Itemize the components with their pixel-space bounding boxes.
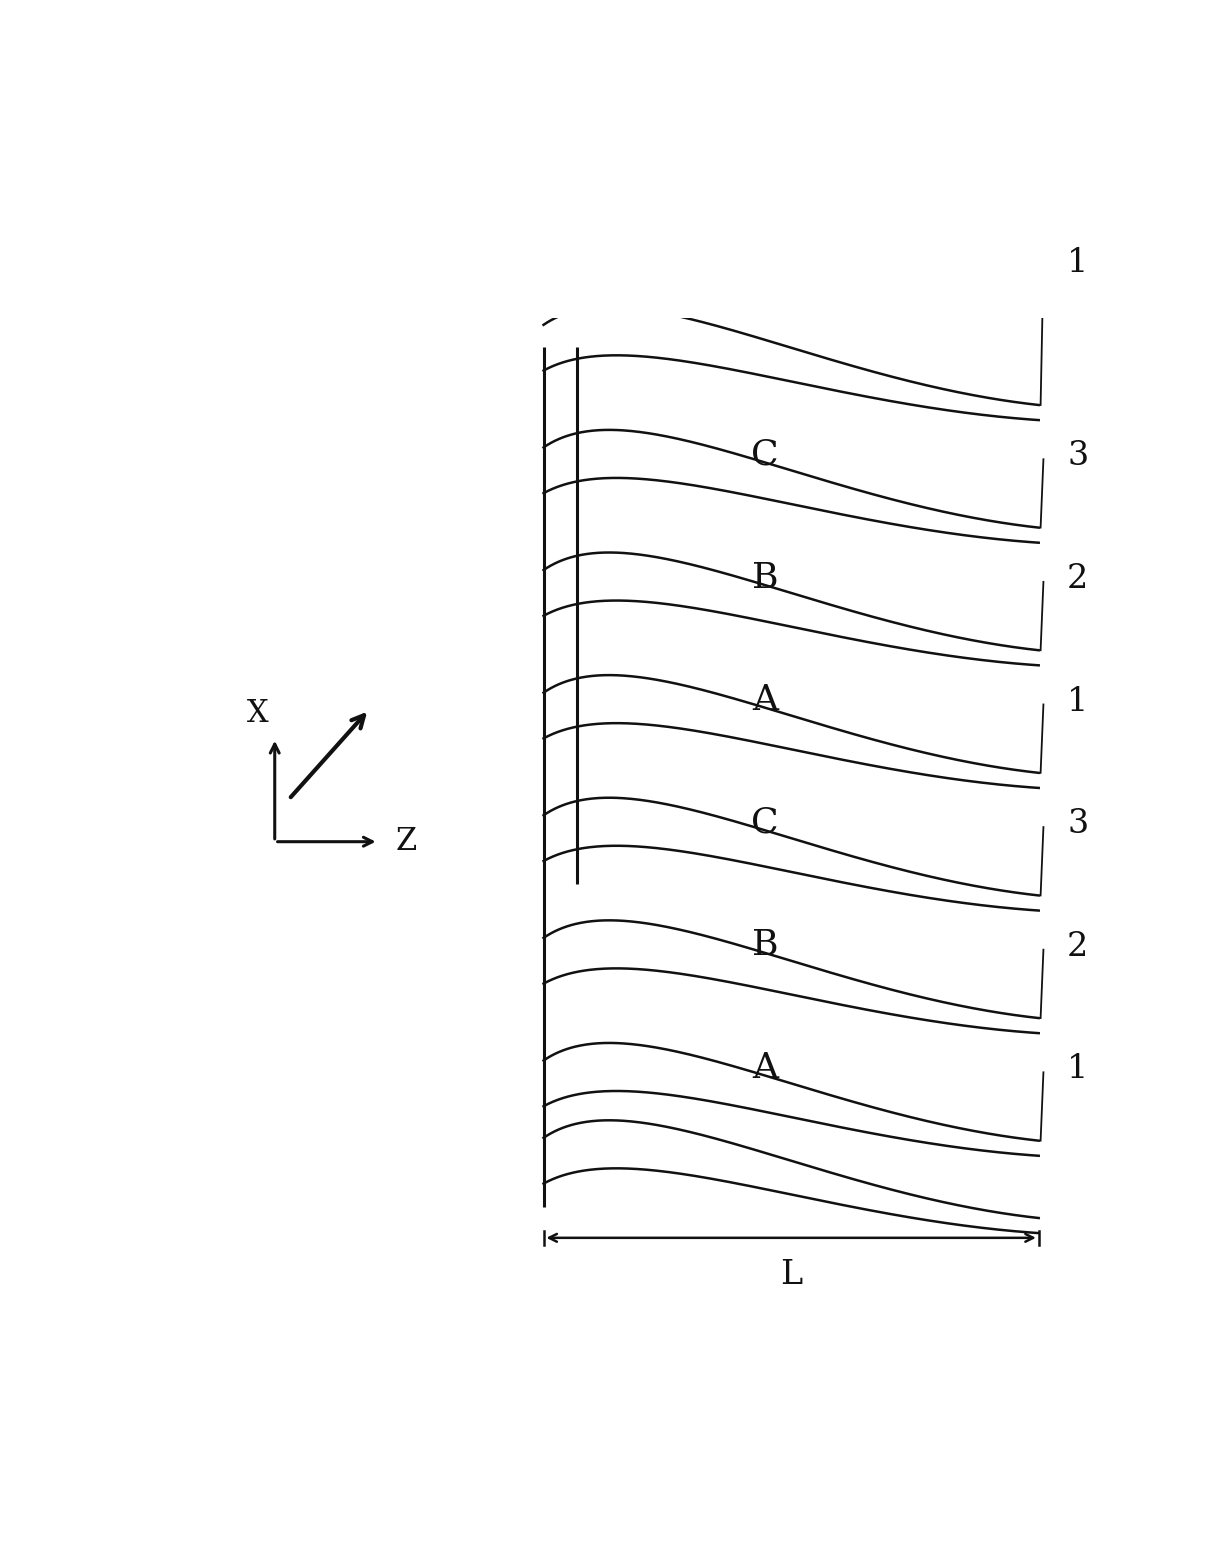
Text: 1: 1 [1067, 247, 1088, 278]
Text: C: C [751, 438, 779, 472]
Text: X: X [247, 698, 269, 729]
Text: 2: 2 [1067, 563, 1088, 594]
Text: 3: 3 [1067, 441, 1088, 472]
Text: C: C [751, 805, 779, 840]
Text: L: L [780, 1259, 802, 1290]
Text: 3: 3 [1067, 809, 1088, 840]
Text: A: A [752, 1051, 778, 1085]
Text: A: A [752, 683, 778, 718]
Text: 1: 1 [1067, 1054, 1088, 1085]
Text: Z: Z [396, 826, 416, 857]
Text: 1: 1 [1067, 685, 1088, 718]
Text: B: B [752, 929, 779, 962]
Text: 2: 2 [1067, 931, 1088, 963]
Text: B: B [752, 560, 779, 594]
